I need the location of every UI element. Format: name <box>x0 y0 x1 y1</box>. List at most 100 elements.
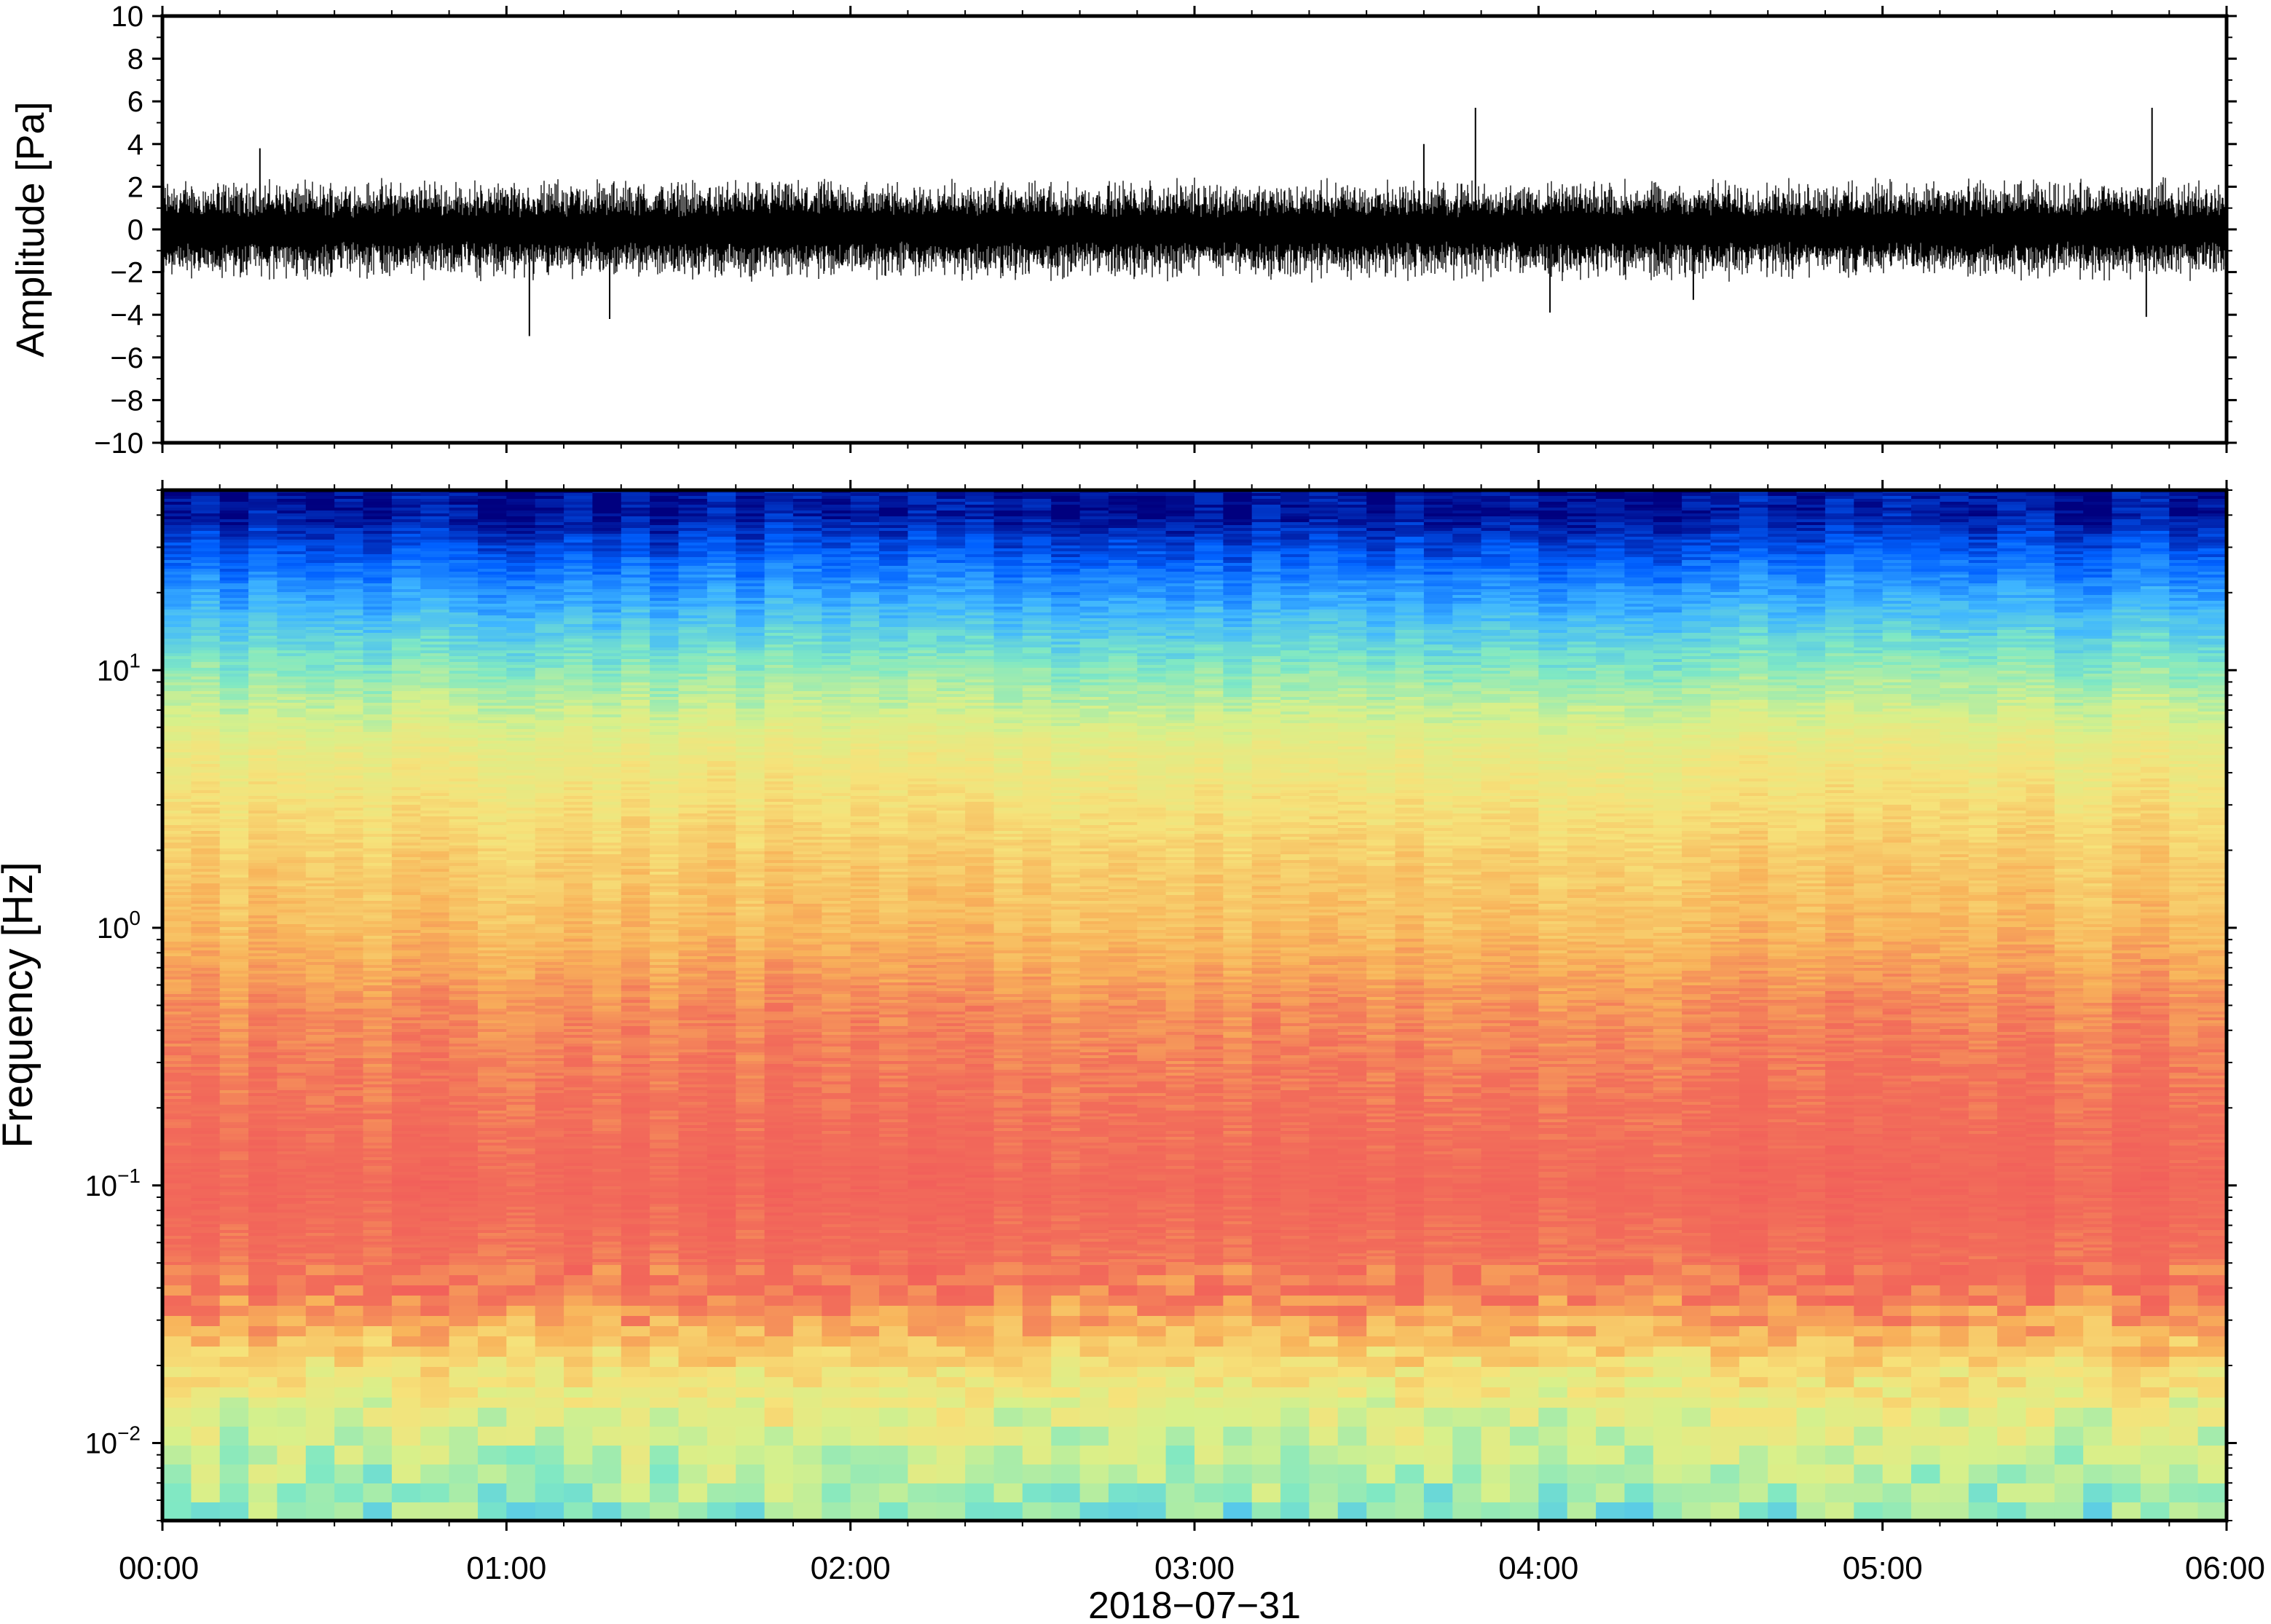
spectrogram-cell <box>334 563 363 567</box>
spectrogram-cell <box>1396 679 1425 683</box>
spectrogram-cell <box>277 516 306 520</box>
spectrogram-cell <box>908 598 937 602</box>
spectrogram-cell <box>449 586 479 590</box>
spectrogram-cell <box>1768 615 1797 619</box>
spectrogram-cell <box>449 505 479 508</box>
spectrogram-cell <box>277 671 306 674</box>
spectrogram-cell <box>1596 601 1625 604</box>
spectrogram-cell <box>1940 612 1969 616</box>
spectrogram-cell <box>1538 569 1567 572</box>
spectrogram-cell <box>1424 682 1453 686</box>
spectrogram-cell <box>449 496 479 500</box>
spectrogram-cell <box>851 540 880 543</box>
spectrogram-cell <box>248 656 278 660</box>
spectrogram-cell <box>621 665 650 669</box>
spectrogram-cell <box>277 525 306 529</box>
spectrogram-cell <box>449 563 479 567</box>
spectrogram-cell <box>1768 659 1797 663</box>
spectrogram-cell <box>1396 627 1425 631</box>
spectrogram-cell <box>1424 604 1453 607</box>
spectrogram-cell <box>162 627 192 631</box>
spectrogram-cell <box>1023 601 1052 604</box>
spectrogram-cell <box>1940 493 1969 497</box>
spectrogram-cell <box>2141 598 2170 602</box>
spectrogram-cell <box>707 642 736 645</box>
spectrogram-cell <box>1825 572 1854 575</box>
spectrogram-cell <box>535 630 564 634</box>
spectrogram-cell <box>1452 604 1481 607</box>
spectrogram-cell <box>1309 668 1338 671</box>
spectrogram-cell <box>306 563 335 567</box>
spectrogram-cell <box>1309 650 1338 654</box>
spectrogram-cell <box>478 554 507 558</box>
spectrogram-cell <box>1280 645 1310 648</box>
spectrogram-cell <box>2083 659 2112 663</box>
spectrogram-cell <box>822 604 851 607</box>
spectrogram-cell <box>793 554 822 558</box>
spectrogram-cell <box>965 580 994 584</box>
spectrogram-cell <box>392 618 421 622</box>
spectrogram-cell <box>1854 578 1883 581</box>
spectrogram-cell <box>937 601 966 604</box>
spectrogram-cell <box>1252 601 1281 604</box>
spectrogram-cell <box>1194 560 1224 564</box>
spectrogram-cell <box>564 589 593 593</box>
spectrogram-cell <box>1194 499 1224 502</box>
spectrogram-cell <box>1510 607 1539 610</box>
spectrogram-cell <box>879 580 908 584</box>
spectrogram-cell <box>1682 592 1711 596</box>
spectrogram-cell <box>1538 627 1567 631</box>
spectrogram-cell <box>2083 633 2112 636</box>
spectrogram-cell <box>965 647 994 651</box>
spectrogram-cell <box>1309 592 1338 596</box>
spectrogram-cell <box>879 598 908 602</box>
spectrogram-cell <box>1624 671 1653 674</box>
spectrogram-cell <box>1510 493 1539 497</box>
spectrogram-cell <box>2055 671 2084 674</box>
spectrogram-cell <box>334 595 363 599</box>
spectrogram-cell <box>650 682 679 686</box>
spectrogram-cell <box>1280 677 1310 680</box>
spectrogram-cell <box>1682 499 1711 502</box>
spectrogram-cell <box>420 578 449 581</box>
spectrogram-cell <box>592 624 621 628</box>
spectrogram-cell <box>1997 525 2026 529</box>
spectrogram-cell <box>621 519 650 523</box>
spectrogram-cell <box>1137 645 1166 648</box>
spectrogram-cell <box>1997 610 2026 613</box>
spectrogram-cell <box>1911 679 1940 683</box>
spectrogram-cell <box>1137 545 1166 549</box>
spectrogram-cell <box>334 537 363 540</box>
spectrogram-cell <box>1109 604 1138 607</box>
spectrogram-cell <box>2083 653 2112 657</box>
spectrogram-cell <box>965 677 994 680</box>
spectrogram-cell <box>1309 639 1338 642</box>
spectrogram-cell <box>1338 493 1367 497</box>
spectrogram-cell <box>1711 522 1740 526</box>
spectrogram-cell <box>1940 575 1969 578</box>
spectrogram-cell <box>908 659 937 663</box>
spectrogram-cell <box>679 615 708 619</box>
spectrogram-cell <box>765 653 794 657</box>
spectrogram-cell <box>908 633 937 636</box>
spectrogram-cell <box>1997 633 2026 636</box>
spectrogram-cell <box>1166 679 1195 683</box>
spectrogram-cell <box>1137 642 1166 645</box>
spectrogram-cell <box>1510 671 1539 674</box>
spectrogram-cell <box>420 569 449 572</box>
spectrogram-cell <box>1481 595 1511 599</box>
spectrogram-cell <box>1825 580 1854 584</box>
spectrogram-cell <box>1280 595 1310 599</box>
spectrogram-cell <box>1396 537 1425 540</box>
spectrogram-cell <box>248 508 278 511</box>
spectrogram-cell <box>1280 615 1310 619</box>
spectrogram-cell <box>191 534 220 537</box>
spectrogram-cell <box>2026 598 2055 602</box>
spectrogram-cell <box>707 656 736 660</box>
spectrogram-cell <box>793 662 822 666</box>
spectrogram-cell <box>191 647 220 651</box>
spectrogram-cell <box>2112 511 2141 514</box>
spectrogram-cell <box>1940 528 1969 532</box>
spectrogram-cell <box>994 639 1023 642</box>
spectrogram-cell <box>2198 569 2227 572</box>
